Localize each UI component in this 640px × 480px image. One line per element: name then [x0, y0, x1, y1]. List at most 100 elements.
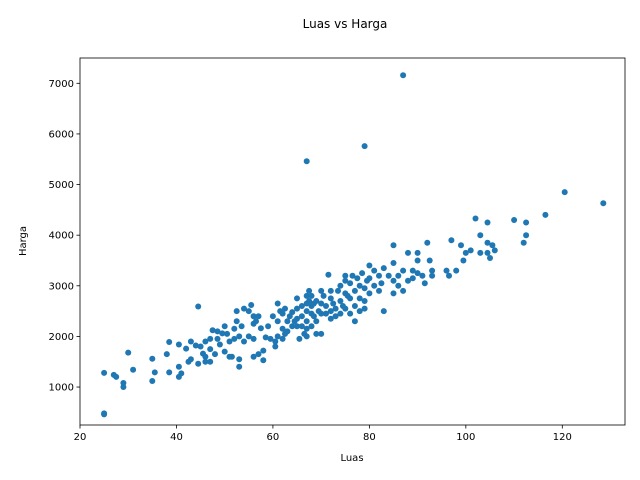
- data-point: [197, 343, 204, 350]
- data-point: [219, 330, 226, 337]
- y-tick-label: 3000: [49, 281, 74, 292]
- data-point: [202, 353, 209, 360]
- y-tick-label: 1000: [49, 383, 74, 394]
- data-point: [231, 325, 238, 332]
- data-point: [542, 211, 549, 218]
- data-point: [477, 249, 484, 256]
- data-point: [409, 267, 416, 274]
- data-point: [520, 239, 527, 246]
- data-point: [448, 237, 455, 244]
- data-point: [359, 270, 366, 277]
- data-point: [337, 298, 344, 304]
- data-point: [308, 323, 315, 330]
- data-point: [207, 335, 214, 342]
- data-point: [130, 366, 137, 373]
- data-point: [409, 275, 416, 282]
- data-point: [351, 318, 358, 325]
- data-point: [101, 369, 108, 376]
- data-point: [272, 338, 279, 345]
- data-point: [313, 330, 320, 337]
- data-point: [489, 242, 496, 249]
- data-point: [356, 295, 363, 302]
- data-point: [255, 351, 262, 358]
- data-point: [400, 72, 407, 79]
- data-point: [224, 330, 231, 337]
- data-point: [248, 302, 255, 308]
- data-point: [101, 411, 108, 418]
- x-tick-label: 60: [267, 432, 280, 443]
- data-point: [303, 292, 310, 299]
- data-point: [414, 257, 421, 264]
- data-point: [342, 305, 349, 312]
- data-point: [511, 217, 518, 223]
- data-point: [255, 313, 262, 320]
- data-point: [221, 348, 228, 355]
- data-point: [378, 280, 385, 287]
- data-point: [361, 305, 368, 312]
- data-point: [303, 318, 310, 325]
- data-point: [202, 358, 209, 365]
- data-point: [366, 262, 373, 269]
- data-point: [236, 363, 243, 370]
- data-point: [241, 305, 247, 312]
- data-point: [183, 345, 190, 352]
- data-point: [491, 247, 498, 254]
- data-point: [226, 338, 233, 345]
- data-point: [347, 310, 354, 317]
- data-point: [233, 318, 240, 325]
- data-point: [395, 272, 402, 279]
- data-point: [385, 272, 392, 279]
- data-point: [175, 341, 182, 348]
- data-point: [274, 333, 281, 340]
- data-point: [484, 219, 491, 226]
- data-point: [166, 339, 173, 345]
- data-point: [209, 327, 216, 334]
- data-point: [342, 272, 349, 279]
- data-point: [460, 257, 467, 264]
- data-point: [303, 158, 310, 165]
- data-point: [390, 290, 397, 297]
- data-point: [458, 242, 464, 249]
- data-point: [424, 239, 431, 246]
- x-tick-label: 80: [363, 432, 376, 443]
- data-point: [390, 242, 397, 249]
- data-point: [212, 351, 218, 358]
- data-point: [272, 343, 279, 350]
- data-point: [313, 318, 320, 325]
- data-point: [327, 315, 334, 322]
- points-group: [101, 72, 607, 418]
- data-point: [323, 303, 329, 309]
- data-point: [361, 143, 368, 150]
- data-point: [279, 335, 286, 342]
- data-point: [376, 272, 382, 279]
- data-point: [313, 298, 320, 304]
- data-point: [414, 249, 421, 256]
- data-point: [289, 323, 296, 330]
- data-point: [487, 255, 493, 261]
- data-point: [335, 287, 341, 294]
- data-point: [296, 335, 303, 342]
- data-point: [233, 308, 240, 315]
- data-point: [337, 310, 344, 317]
- x-tick-label: 20: [74, 432, 87, 443]
- data-point: [405, 249, 411, 256]
- data-point: [192, 342, 199, 349]
- data-point: [366, 290, 373, 297]
- data-point: [284, 328, 291, 335]
- data-point: [282, 305, 288, 312]
- data-point: [175, 363, 182, 370]
- data-point: [113, 373, 120, 380]
- data-point: [236, 333, 243, 340]
- data-point: [429, 272, 436, 279]
- data-point: [294, 295, 300, 302]
- data-point: [195, 360, 202, 367]
- data-point: [257, 325, 264, 332]
- data-point: [349, 272, 356, 279]
- data-point: [260, 347, 267, 354]
- data-point: [298, 313, 305, 320]
- data-point: [262, 334, 269, 341]
- data-point: [202, 338, 209, 345]
- data-point: [325, 271, 332, 278]
- data-point: [195, 303, 202, 310]
- data-point: [356, 308, 363, 315]
